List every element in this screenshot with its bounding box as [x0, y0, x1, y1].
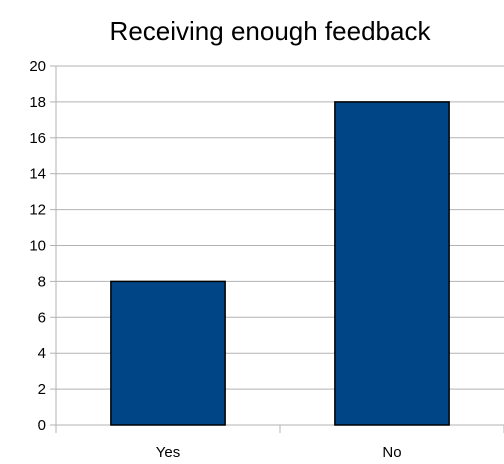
- y-tick-label: 18: [29, 94, 46, 111]
- bar-yes: [110, 280, 226, 426]
- bars: [110, 101, 450, 426]
- y-tick-label: 8: [38, 273, 46, 290]
- x-tick-label: No: [382, 444, 401, 461]
- y-tick-label: 4: [38, 345, 46, 362]
- y-tick-label: 14: [29, 166, 46, 183]
- y-tick-label: 12: [29, 202, 46, 219]
- y-tick-label: 2: [38, 381, 46, 398]
- y-tick-label: 10: [29, 238, 46, 255]
- y-tick-label: 6: [38, 309, 46, 326]
- chart-title: Receiving enough feedback: [110, 16, 432, 46]
- y-tick-label: 16: [29, 130, 46, 147]
- bar-no: [334, 101, 450, 426]
- x-tick-label: Yes: [156, 444, 180, 461]
- y-tick-label: 20: [29, 58, 46, 75]
- tick-labels: 0 2 4 6 8 10 12 14 16 18 20 Yes No: [29, 58, 401, 461]
- y-tick-label: 0: [38, 417, 46, 434]
